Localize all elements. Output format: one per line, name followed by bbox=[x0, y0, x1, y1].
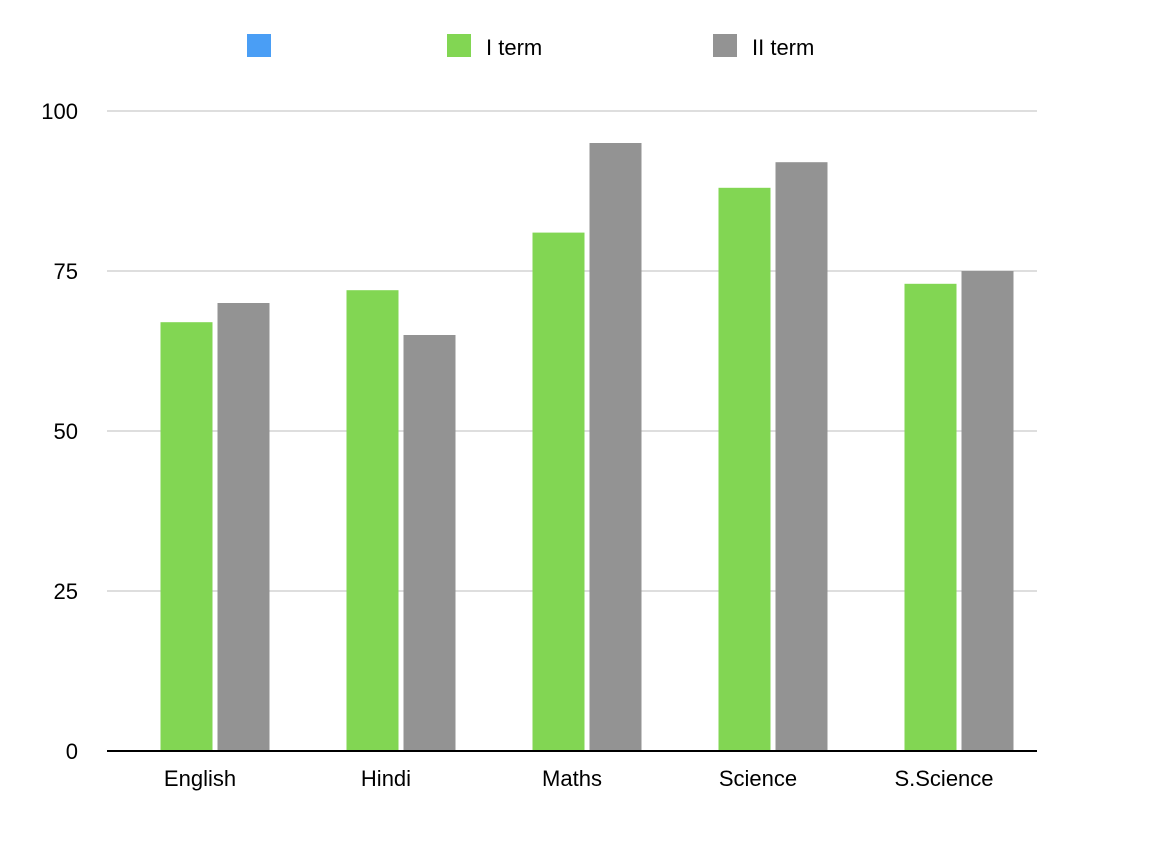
bars bbox=[160, 143, 1014, 752]
x-tick-label: Hindi bbox=[361, 766, 411, 791]
y-tick-label: 50 bbox=[54, 419, 78, 444]
bar-ii-term-hindi bbox=[403, 335, 456, 751]
bar-ii-term-maths bbox=[589, 143, 642, 751]
x-tick-label: S.Science bbox=[894, 766, 993, 791]
bar-ii-term-s-science bbox=[961, 271, 1014, 751]
x-tick-label: Maths bbox=[542, 766, 602, 791]
bar-i-term-hindi bbox=[346, 290, 399, 751]
legend-swatch bbox=[247, 34, 271, 57]
x-tick-label: English bbox=[164, 766, 236, 791]
legend: I term II term bbox=[247, 34, 814, 60]
legend-label: I term bbox=[486, 35, 542, 60]
bar-i-term-science bbox=[718, 187, 771, 752]
y-tick-label: 0 bbox=[66, 739, 78, 764]
x-tick-label: Science bbox=[719, 766, 797, 791]
legend-label: II term bbox=[752, 35, 814, 60]
bar-ii-term-science bbox=[775, 162, 828, 751]
x-axis: English Hindi Maths Science S.Science bbox=[107, 750, 1037, 791]
y-axis-ticks: 0 25 50 75 100 bbox=[41, 99, 78, 764]
legend-swatch bbox=[447, 34, 471, 57]
y-tick-label: 75 bbox=[54, 259, 78, 284]
bar-i-term-english bbox=[160, 322, 213, 751]
bar-ii-term-english bbox=[217, 303, 270, 751]
bar-i-term-maths bbox=[532, 232, 585, 752]
y-tick-label: 25 bbox=[54, 579, 78, 604]
y-tick-label: 100 bbox=[41, 99, 78, 124]
legend-swatch bbox=[713, 34, 737, 57]
bar-i-term-s-science bbox=[904, 283, 957, 751]
